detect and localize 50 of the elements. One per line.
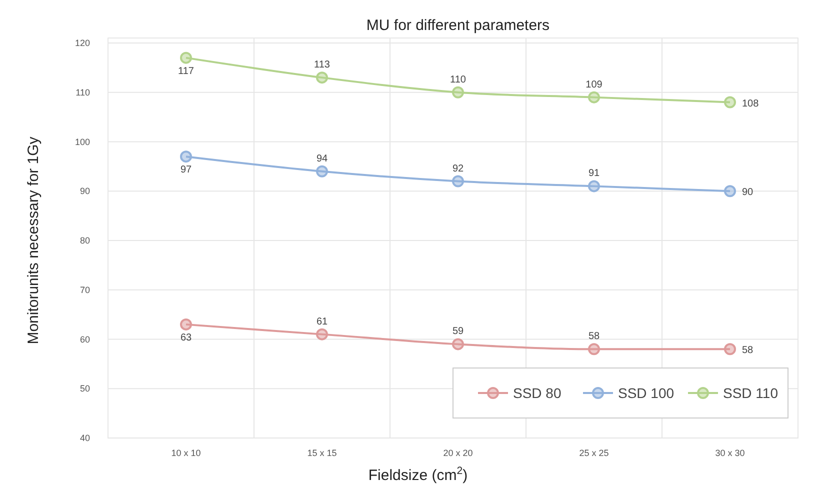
chart-title: MU for different parameters xyxy=(366,17,550,34)
data-label: 90 xyxy=(742,187,754,198)
x-axis-title: Fieldsize (cm$^{2}$) xyxy=(368,465,468,484)
data-label: 97 xyxy=(180,164,192,176)
legend-label: SSD 100 xyxy=(618,385,674,401)
data-label: 61 xyxy=(316,316,328,328)
point xyxy=(316,165,328,178)
point xyxy=(724,343,736,356)
point xyxy=(452,86,464,98)
data-label: 58 xyxy=(742,345,754,356)
y-tick-label: 50 xyxy=(80,384,90,394)
y-tick-label: 100 xyxy=(74,136,90,147)
point xyxy=(180,150,192,163)
point xyxy=(588,180,600,192)
point xyxy=(316,328,328,340)
y-axis-title: Monitorunits necessary for 1Gy xyxy=(25,136,42,344)
y-tick-label: 110 xyxy=(76,87,90,98)
point xyxy=(452,338,464,350)
data-label: 92 xyxy=(452,163,464,174)
x-tick-label: 15 x 15 xyxy=(307,448,337,458)
legend-label: SSD 80 xyxy=(513,385,562,401)
point xyxy=(588,91,600,104)
point xyxy=(724,96,736,108)
data-label: 63 xyxy=(180,332,192,344)
point xyxy=(316,72,328,84)
y-tick-label: 60 xyxy=(80,334,90,344)
y-tick-label: 40 xyxy=(80,433,90,443)
x-tick-label: 10 x 10 xyxy=(171,448,201,458)
y-tick-label: 90 xyxy=(80,186,90,196)
x-tick-label: 25 x 25 xyxy=(579,448,609,458)
point xyxy=(724,185,736,198)
data-label: 110 xyxy=(450,74,466,86)
y-tick-label: 70 xyxy=(80,284,90,295)
point xyxy=(180,318,192,330)
point xyxy=(452,175,464,188)
y-tick-label: 120 xyxy=(74,38,90,48)
data-label: 109 xyxy=(586,79,603,90)
data-label: 108 xyxy=(742,98,760,110)
data-label: 58 xyxy=(588,331,600,342)
point xyxy=(588,343,600,356)
point xyxy=(180,52,192,64)
legend-label: SSD 110 xyxy=(723,385,778,401)
x-tick-label: 30 x 30 xyxy=(715,448,745,458)
x-tick-label: 20 x 20 xyxy=(443,448,473,458)
data-label: 91 xyxy=(588,168,600,180)
data-label: 59 xyxy=(452,326,464,338)
data-label: 94 xyxy=(316,153,328,164)
data-label: 117 xyxy=(178,66,194,77)
y-tick-label: 80 xyxy=(80,236,90,246)
data-label: 113 xyxy=(314,60,330,71)
